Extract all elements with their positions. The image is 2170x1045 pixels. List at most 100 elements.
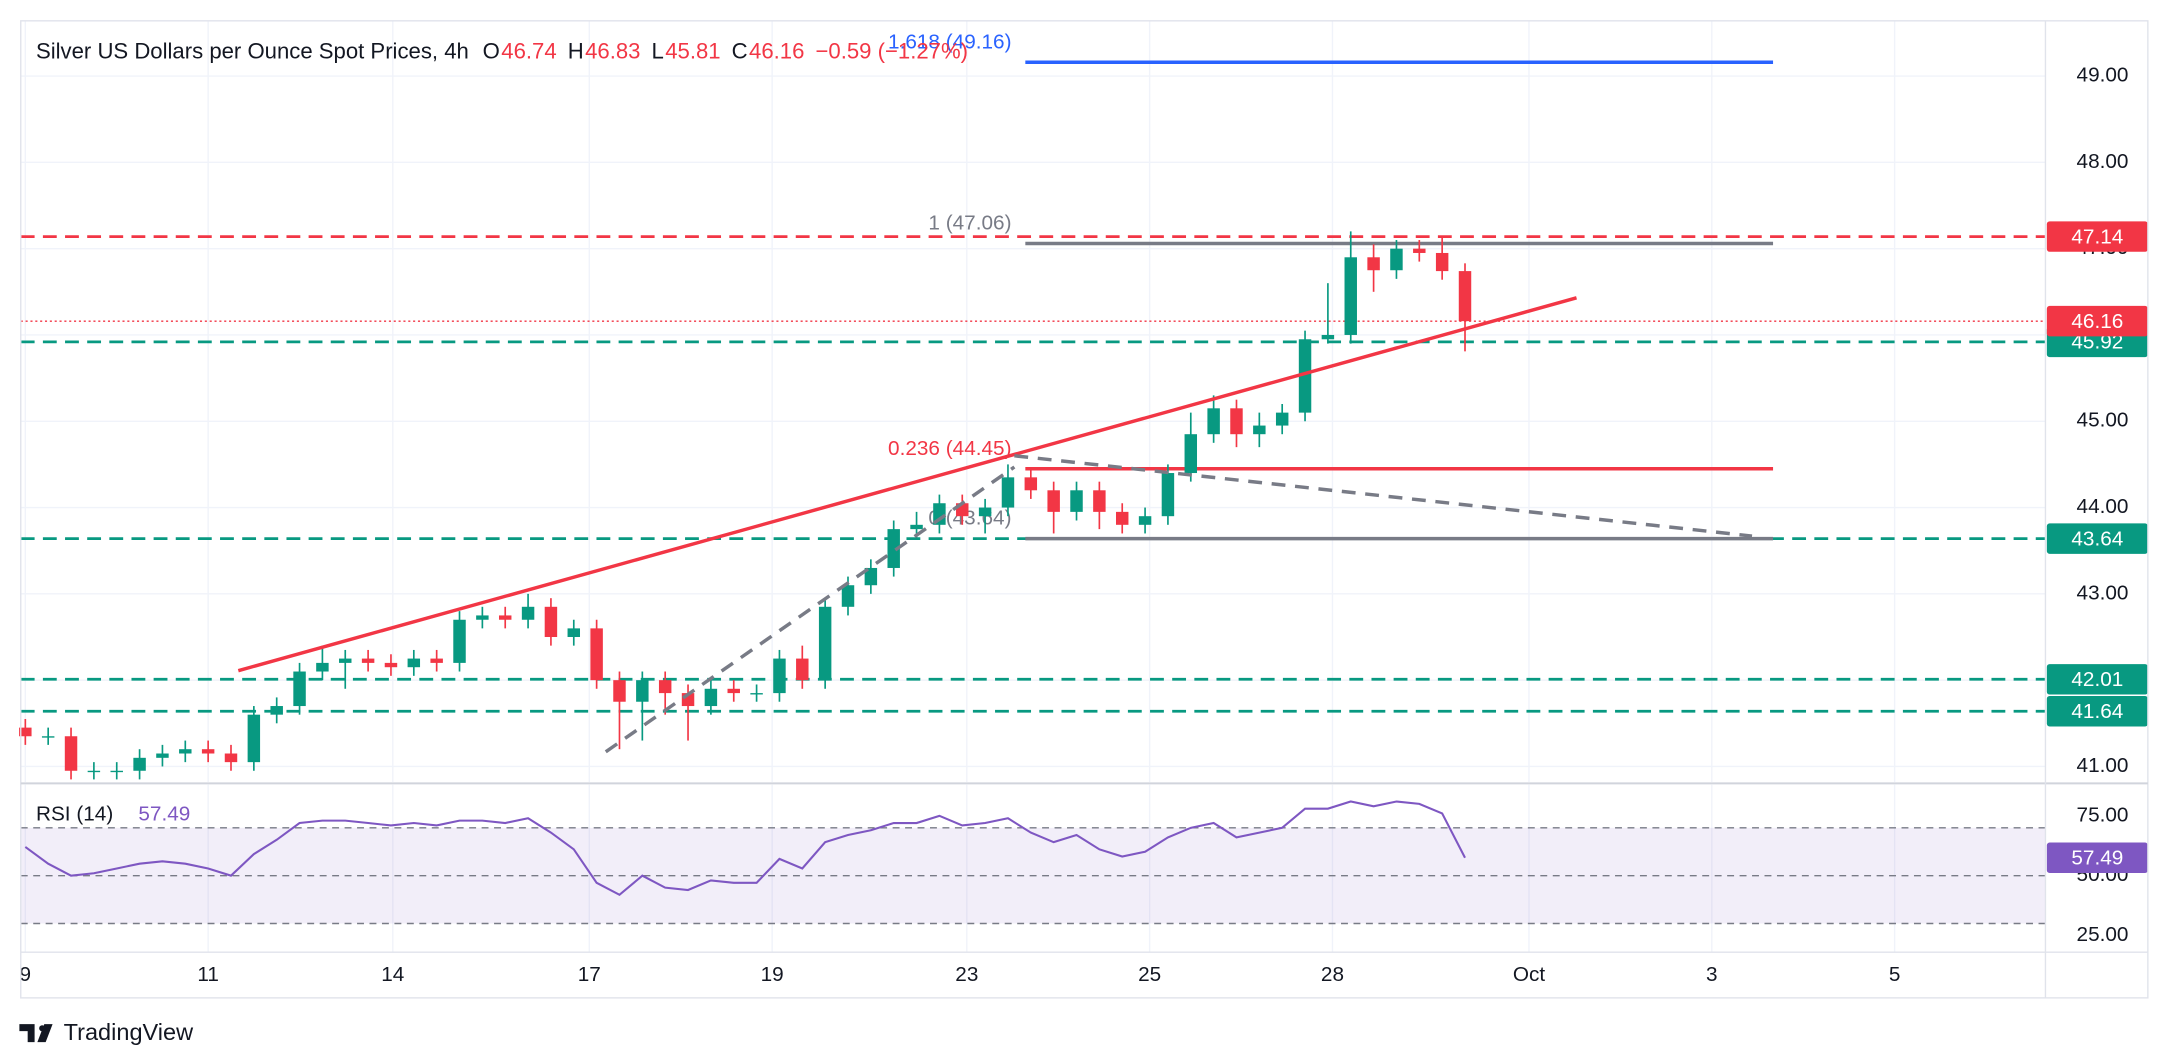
rsi-tick-label: 75.00 (2077, 803, 2129, 826)
candle-body (133, 757, 146, 771)
candle-body (110, 770, 123, 773)
candle-body (498, 615, 512, 620)
x-tick-label: 5 (1889, 963, 1901, 986)
candle-body (64, 736, 78, 771)
ohlc-value: 45.81 (665, 39, 720, 64)
y-tick-label: 41.00 (2077, 754, 2129, 777)
candle-body (1253, 425, 1266, 435)
candle-body (841, 585, 855, 607)
ohlc-key: L (652, 39, 664, 64)
candle-body (1275, 412, 1289, 426)
candle-body (1093, 490, 1106, 512)
candle-body (201, 749, 215, 754)
legend-header: Silver US Dollars per Ounce Spot Prices,… (36, 39, 968, 64)
candle-body (339, 658, 352, 663)
price-badge-label: 46.16 (2071, 310, 2123, 333)
candle-body (636, 680, 649, 702)
candle-body (1138, 516, 1152, 525)
candle-body (658, 680, 672, 694)
x-tick-label: 9 (20, 963, 32, 986)
candle-body (910, 524, 923, 530)
candle-body (1390, 248, 1403, 271)
candle-body (978, 507, 992, 517)
price-pane: 1.618 (49.16)1 (47.06)0.236 (44.45)0 (43… (19, 30, 2046, 780)
x-tick-label: Oct (1513, 963, 1546, 986)
candle-body (773, 658, 786, 694)
axes: 911141719232528Oct3541.0042.0043.0044.00… (20, 64, 2148, 986)
candle-body (430, 658, 443, 663)
candle-body (864, 567, 878, 586)
rsi-badge (2046, 842, 2148, 873)
candle-body (41, 736, 55, 738)
ohlc-value: 46.83 (585, 39, 640, 64)
candle-body (544, 606, 558, 638)
price-badge (2046, 664, 2148, 695)
price-badge (2046, 305, 2148, 337)
rsi-pane (20, 800, 2046, 925)
ohlc-key: O (483, 39, 500, 64)
candle-body (1207, 408, 1220, 435)
candle-body (1115, 511, 1129, 525)
rsi-badge-label: 57.49 (2071, 847, 2123, 870)
x-tick-label: 11 (197, 963, 219, 986)
candle-body (613, 680, 626, 702)
logo: TradingView (19, 1019, 194, 1045)
candle-body (156, 753, 169, 758)
candle-body (1161, 473, 1175, 517)
candle-body (750, 693, 763, 695)
trend-line (1014, 454, 1753, 538)
rsi-line (24, 800, 1466, 897)
candle-body (19, 727, 32, 737)
rsi-value: 57.49 (138, 803, 190, 826)
candle-body (179, 749, 192, 754)
rsi-title: RSI (14) (36, 803, 113, 826)
candle-body (361, 658, 375, 663)
candle-body (818, 606, 832, 681)
candle-body (521, 606, 535, 620)
x-tick-label: 28 (1321, 963, 1344, 986)
trend-line (237, 296, 1577, 673)
x-tick-label: 17 (578, 963, 601, 986)
candle-body (1367, 257, 1380, 271)
ohlc-value: 46.16 (749, 39, 804, 64)
candle-body (224, 753, 238, 763)
candle-body (1024, 477, 1038, 491)
price-badge-label: 45.92 (2071, 331, 2123, 354)
candle-body (1413, 248, 1426, 253)
candle-body (1344, 257, 1357, 335)
candle-body (1230, 408, 1243, 435)
candle-body (1047, 490, 1060, 512)
price-badge-label: 47.14 (2071, 225, 2123, 248)
candle-body (704, 688, 718, 707)
x-tick-label: 3 (1706, 963, 1718, 986)
ohlc-key: H (568, 39, 584, 64)
candle-body (1001, 477, 1015, 508)
logo-dot (39, 1025, 46, 1032)
x-tick-label: 19 (761, 963, 784, 986)
fib-label: 0.236 (44.45) (888, 437, 1011, 460)
candle-body (270, 706, 283, 715)
candle-body (87, 770, 101, 773)
brand-name: TradingView (64, 1019, 194, 1045)
candle-body (1184, 434, 1198, 474)
x-tick-label: 23 (955, 963, 978, 986)
fib-label: 1.618 (49.16) (888, 30, 1011, 53)
candle-body (476, 615, 489, 620)
price-badge-label: 42.01 (2071, 668, 2123, 691)
y-tick-label: 48.00 (2077, 150, 2129, 173)
x-tick-label: 25 (1138, 963, 1161, 986)
candle-body (590, 628, 603, 681)
y-tick-label: 49.00 (2077, 64, 2129, 87)
candle-body (1070, 490, 1083, 512)
candle-body (796, 658, 809, 681)
candle-body (727, 688, 740, 694)
chart-title: Silver US Dollars per Ounce Spot Prices,… (36, 39, 469, 64)
price-badge (2046, 523, 2148, 554)
candle-body (247, 714, 261, 763)
fib-label: 1 (47.06) (928, 212, 1011, 235)
x-tick-label: 14 (381, 963, 404, 986)
candle-body (384, 662, 398, 668)
candle-body (316, 662, 329, 672)
